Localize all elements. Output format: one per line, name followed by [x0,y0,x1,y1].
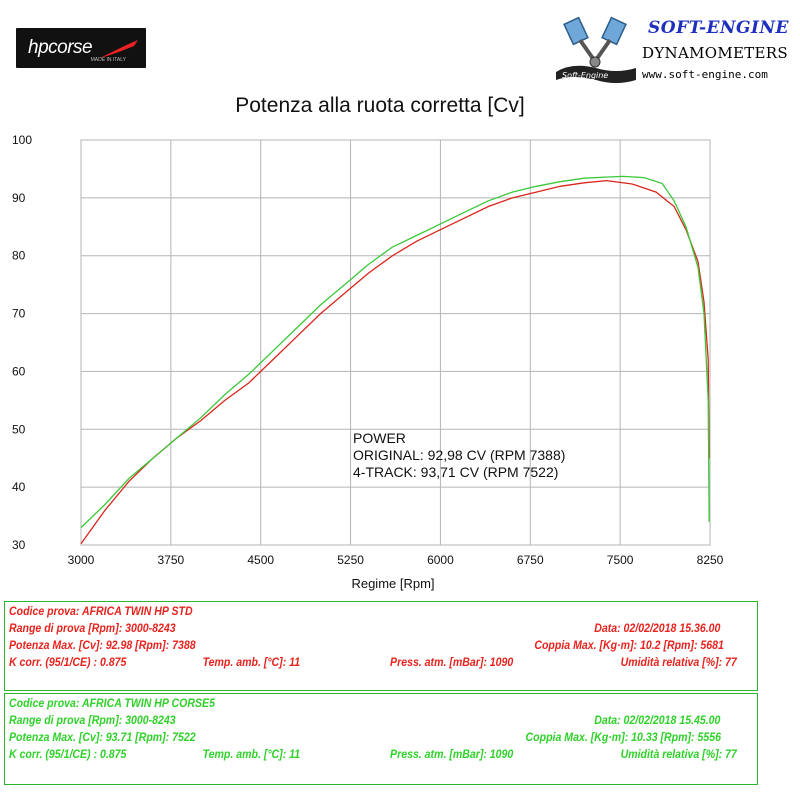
series-line-4-track [80,175,710,529]
test2-press: Press. atm. [mBar]: 1090 [390,747,514,761]
x-axis-label: Regime [Rpm] [351,576,434,591]
test-info-4track: Codice prova: AFRICA TWIN HP CORSE5 Rang… [4,693,758,785]
x-tick-label: 3000 [68,553,95,567]
soft-engine-logo-caption: Soft-Engine [562,71,608,80]
x-tick-label: 5250 [337,553,364,567]
y-tick-label: 40 [12,480,26,494]
y-tick-label: 80 [12,249,26,263]
x-tick-label: 8250 [697,553,724,567]
test1-temp: Temp. amb. [°C]: 11 [202,655,301,669]
test2-codice: Codice prova: AFRICA TWIN HP CORSE5 [9,696,215,710]
y-tick-label: 70 [12,307,26,321]
x-tick-label: 6750 [517,553,544,567]
test2-temp: Temp. amb. [°C]: 11 [202,747,301,761]
test1-coppia: Coppia Max. [Kg·m]: 10.2 [Rpm]: 5681 [534,638,724,652]
chart-title: Potenza alla ruota corretta [Cv] [235,94,525,117]
y-tick-label: 100 [12,133,32,147]
test1-kcorr: K corr. (95/1/CE) : 0.875 [9,655,127,669]
x-tick-label: 3750 [158,553,185,567]
test2-potenza: Potenza Max. [Cv]: 93.71 [Rpm]: 7522 [9,730,196,744]
test2-umid: Umidità relativa [%]: 77 [620,747,737,761]
y-axis-ticks: 30 40 50 60 70 80 90 100 [12,133,32,552]
hpcorse-logo-text: hpcorse [28,37,93,58]
chart-series [80,175,710,545]
test2-data: Data: 02/02/2018 15.45.00 [594,713,721,727]
hpcorse-swoosh-icon [100,40,138,58]
soft-engine-logo-icon: Soft-Engine [556,16,636,83]
annotation-line: 4-TRACK: 93,71 CV (RPM 7522) [353,464,558,480]
power-chart: 30 40 50 60 70 80 90 100 3000 3750 4500 5250 6000 67… [12,133,724,591]
soft-engine-title: SOFT-ENGINE [648,18,790,38]
test2-coppia: Coppia Max. [Kg·m]: 10.33 [Rpm]: 5556 [525,730,721,744]
series-line-original [80,179,710,545]
annotation-line: POWER [353,430,406,446]
y-tick-label: 30 [12,538,26,552]
hpcorse-logo-sub: MADE IN ITALY [90,57,126,63]
test1-range: Range di prova [Rpm]: 3000-8243 [9,621,176,635]
test2-kcorr: K corr. (95/1/CE) : 0.875 [9,747,127,761]
x-tick-label: 4500 [247,553,274,567]
x-axis-ticks: 3000 3750 4500 5250 6000 6750 7500 8250 [68,553,724,567]
y-tick-label: 60 [12,364,26,378]
test2-range: Range di prova [Rpm]: 3000-8243 [9,713,176,727]
test1-data: Data: 02/02/2018 15.36.00 [594,621,721,635]
test1-codice: Codice prova: AFRICA TWIN HP STD [9,604,193,618]
test1-potenza: Potenza Max. [Cv]: 92.98 [Rpm]: 7388 [9,638,196,652]
y-tick-label: 90 [12,191,26,205]
plot-frame [80,139,711,546]
chart-grid [80,139,711,546]
test1-press: Press. atm. [mBar]: 1090 [390,655,514,669]
annotation-line: ORIGINAL: 92,98 CV (RPM 7388) [353,447,565,463]
y-tick-label: 50 [12,422,26,436]
soft-engine-subtitle: DYNAMOMETERS [642,44,788,62]
test1-umid: Umidità relativa [%]: 77 [620,655,737,669]
test-info-original: Codice prova: AFRICA TWIN HP STD Range d… [4,601,758,691]
hpcorse-logo: hpcorse MADE IN ITALY [16,28,146,68]
x-tick-label: 7500 [607,553,634,567]
soft-engine-url: www.soft-engine.com [642,68,768,81]
x-tick-label: 6000 [427,553,454,567]
